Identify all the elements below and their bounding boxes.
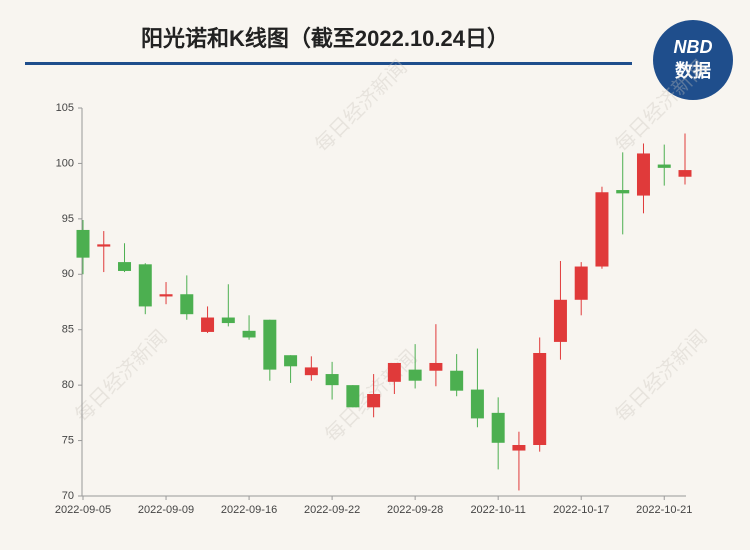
candle-body [325, 374, 339, 386]
x-tick-label: 2022-09-16 [221, 504, 277, 516]
candle-body [263, 319, 277, 370]
candle-body [180, 294, 194, 315]
x-tick-label: 2022-09-09 [138, 504, 194, 516]
candle-body [242, 330, 256, 338]
y-tick-label: 75 [62, 434, 74, 446]
candle-body [346, 385, 360, 408]
x-tick-label: 2022-10-21 [636, 504, 692, 516]
candle-body [470, 389, 484, 419]
candle-body [657, 164, 671, 168]
x-tick-label: 2022-09-28 [387, 504, 443, 516]
candle-body [491, 412, 505, 443]
y-tick-label: 85 [62, 324, 74, 336]
candle-body [636, 153, 650, 196]
logo [653, 20, 733, 100]
candle-body [595, 192, 609, 267]
watermark: 每日经济新闻 [311, 56, 412, 157]
candle-body [138, 264, 152, 307]
candle-body [201, 317, 215, 332]
watermark: 每日经济新闻 [611, 326, 712, 427]
candle-body [221, 317, 235, 324]
y-tick-label: 105 [56, 102, 74, 114]
y-tick-label: 95 [62, 213, 74, 225]
candle-body [97, 244, 111, 247]
logo-text: 数据 [675, 60, 711, 81]
watermark: 每日经济新闻 [71, 326, 172, 427]
candle-body [574, 266, 588, 300]
candle-body [118, 262, 132, 271]
y-tick-label: 90 [62, 268, 74, 280]
logo-text: NBD [674, 37, 713, 57]
y-tick-label: 80 [62, 379, 74, 391]
chart-title: 阳光诺和K线图（截至2022.10.24日） [141, 26, 509, 51]
candle-body [159, 294, 173, 297]
candle-body [408, 369, 422, 381]
candle-body [678, 170, 692, 177]
x-tick-label: 2022-09-22 [304, 504, 360, 516]
candle-body [450, 370, 464, 391]
candle-body [512, 445, 526, 451]
y-tick-label: 70 [62, 490, 74, 502]
y-tick-label: 100 [56, 157, 74, 169]
title-rule [25, 62, 632, 65]
candle-body [387, 362, 401, 382]
candle-body [616, 190, 630, 194]
candle-body [76, 229, 90, 258]
candle-body [429, 362, 443, 371]
candle-body [284, 355, 298, 367]
x-tick-label: 2022-10-17 [553, 504, 609, 516]
candle-body [367, 394, 381, 408]
candle-body [553, 299, 567, 342]
candle-body [304, 367, 318, 376]
watermarks: 每日经济新闻 每日经济新闻 每日经济新闻 每日经济新闻 每日经济新闻 [71, 56, 712, 447]
x-tick-label: 2022-09-05 [55, 504, 111, 516]
x-tick-label: 2022-10-11 [470, 504, 525, 516]
candle-body [533, 352, 547, 446]
